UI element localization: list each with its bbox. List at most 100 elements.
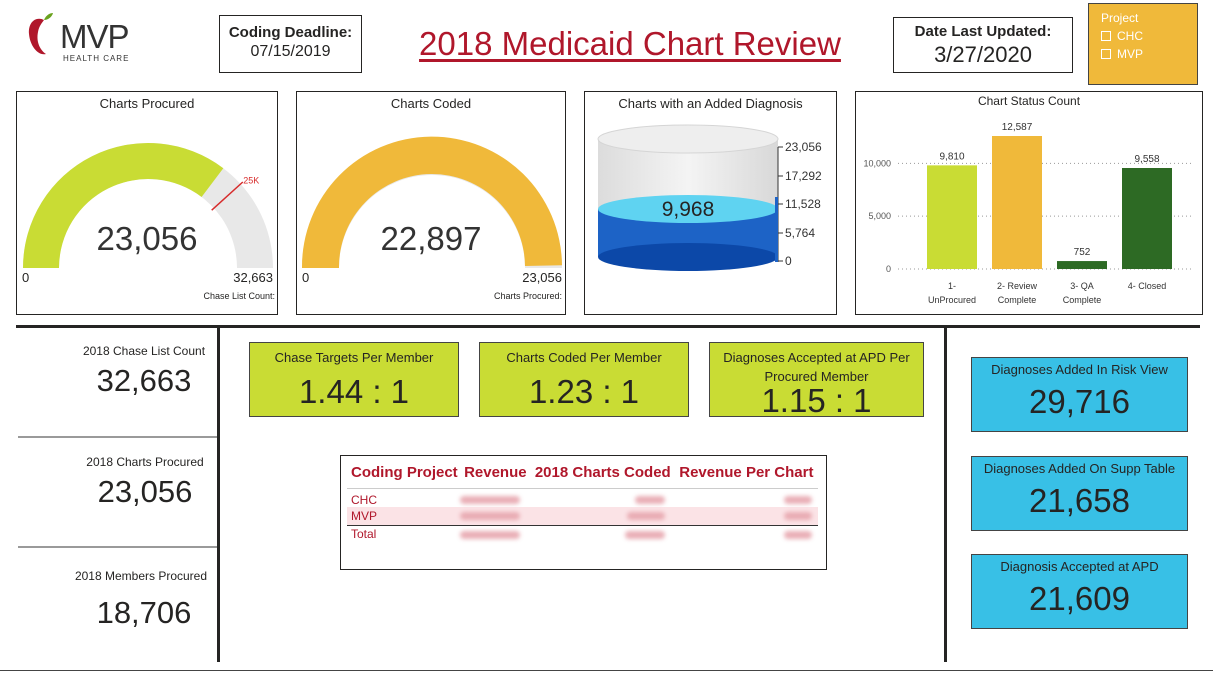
gauge-min-label: 0	[302, 270, 310, 285]
charts-procured-title: Charts Procured	[99, 96, 195, 111]
y-tick-label: 10,000	[863, 158, 891, 168]
chase-list-count-label: 2018 Chase List Count	[82, 344, 206, 358]
charts-procured-value: 23,056	[96, 220, 198, 257]
charts-procured-gauge-card: Charts Procured 25K 23,056 0 32,663 Chas…	[16, 91, 278, 315]
kpi-value: 1.15 : 1	[761, 382, 872, 419]
scale-label: 17,292	[785, 169, 822, 183]
chase-list-count-value: 32,663	[96, 363, 192, 398]
apple-logo-icon	[28, 13, 53, 55]
data-label: 752	[1074, 247, 1091, 258]
added-diagnosis-cylinder-card: Charts with an Added Diagnosis 23,056 17…	[584, 91, 837, 315]
coding-deadline-label: Coding Deadline:	[228, 24, 353, 41]
diagnoses-risk-view-card: Diagnoses Added In Risk View 29,716	[971, 357, 1188, 432]
table-header[interactable]: Revenue Per Chart	[679, 464, 814, 481]
table-cell: MVP	[351, 508, 378, 523]
x-tick-label: 3- QA	[1070, 281, 1094, 291]
bar	[1057, 261, 1107, 269]
diagnoses-accepted-per-member-card: Diagnoses Accepted at APD Per Procured M…	[709, 342, 924, 419]
charts-coded-value: 22,897	[380, 220, 482, 257]
table-row: CHC	[347, 489, 818, 508]
project-option-label: CHC	[1117, 29, 1143, 43]
gauge-min-label: 0	[22, 270, 30, 285]
cylinder-scale-indicator	[775, 197, 778, 262]
charts-procured-gauge: 25K	[22, 142, 273, 268]
table-header[interactable]: Revenue	[464, 464, 527, 481]
x-tick-label: 1-	[948, 281, 956, 291]
redacted-cell	[531, 507, 675, 525]
cylinder-value: 9,968	[661, 198, 715, 221]
redacted-cell	[675, 525, 818, 543]
scale-label: 23,056	[785, 140, 822, 154]
redacted-cell	[460, 489, 531, 508]
project-option-chc[interactable]: CHC	[1101, 29, 1143, 43]
added-diagnosis-title: Charts with an Added Diagnosis	[618, 96, 803, 111]
cylinder-scale-ticks	[778, 146, 783, 262]
table-header[interactable]: Coding Project	[351, 464, 458, 481]
diagnosis-accepted-apd-card: Diagnosis Accepted at APD 21,609	[971, 554, 1188, 629]
redacted-cell	[531, 525, 675, 543]
gauge-fill	[22, 142, 224, 268]
x-tick-label: UnProcured	[928, 295, 976, 305]
data-label: 12,587	[1002, 122, 1033, 133]
checkbox-icon[interactable]	[1101, 31, 1111, 41]
table-header[interactable]: 2018 Charts Coded	[534, 464, 671, 481]
coding-deadline-card: Coding Deadline: 07/15/2019	[219, 15, 362, 73]
cylinder-top	[597, 124, 779, 154]
left-stat-divider	[18, 436, 217, 438]
data-label: 9,810	[939, 151, 964, 162]
gauge-sublabel: Charts Procured:	[493, 291, 562, 301]
chart-status-title: Chart Status Count	[977, 94, 1081, 108]
table-row: Total	[347, 525, 818, 543]
kpi-label: Diagnosis Accepted at APD	[1000, 559, 1159, 574]
kpi-value: 1.44 : 1	[298, 373, 410, 410]
y-tick-label: 5,000	[868, 211, 891, 221]
section-divider	[16, 325, 1200, 328]
date-updated-card: Date Last Updated: 3/27/2020	[893, 17, 1073, 73]
kpi-label: Diagnoses Added In Risk View	[991, 362, 1168, 377]
scale-label: 0	[785, 254, 792, 268]
chart-status-bar-chart: 0 5,000 10,000 9,810 1- UnProcured 12,587 2- Re…	[863, 122, 1194, 305]
scale-label: 11,528	[785, 197, 821, 211]
bar	[992, 136, 1042, 269]
charts-procured-label: 2018 Charts Procured	[86, 455, 204, 469]
left-column-divider	[217, 327, 220, 662]
kpi-label: Diagnoses Accepted at APD Per Procured M…	[723, 350, 910, 384]
kpi-label: Diagnoses Added On Supp Table	[983, 461, 1176, 476]
table-cell: CHC	[351, 492, 377, 507]
gauge-fill	[301, 136, 562, 268]
gauge-max-label: 32,663	[233, 270, 273, 285]
redacted-cell	[675, 489, 818, 508]
kpi-value: 1.23 : 1	[528, 373, 640, 410]
page-title: 2018 Medicaid Chart Review	[419, 25, 841, 62]
revenue-table-card: Coding Project Revenue 2018 Charts Coded…	[340, 455, 827, 570]
table-row: MVP	[347, 507, 818, 525]
x-tick-label: Complete	[998, 295, 1037, 305]
redacted-cell	[460, 525, 531, 543]
charts-coded-per-member-card: Charts Coded Per Member 1.23 : 1	[479, 342, 689, 417]
date-updated-value: 3/27/2020	[934, 42, 1032, 67]
charts-coded-gauge	[301, 136, 562, 268]
gauge-max-label: 23,056	[522, 270, 562, 285]
project-option-mvp[interactable]: MVP	[1101, 47, 1143, 61]
logo: MVP HEALTH CARE	[26, 10, 146, 65]
redacted-cell	[460, 507, 531, 525]
data-label: 9,558	[1134, 154, 1159, 165]
chase-targets-per-member-card: Chase Targets Per Member 1.44 : 1	[249, 342, 459, 417]
x-tick-label: 4- Closed	[1128, 281, 1167, 291]
kpi-value: 21,609	[1029, 580, 1130, 617]
revenue-table: Coding Project Revenue 2018 Charts Coded…	[347, 462, 818, 543]
redacted-cell	[675, 507, 818, 525]
bar	[927, 165, 977, 269]
checkbox-icon[interactable]	[1101, 49, 1111, 59]
cylinder-bottom	[598, 243, 778, 271]
members-procured-label: 2018 Members Procured	[74, 569, 208, 583]
logo-brand: MVP	[60, 18, 130, 55]
project-filter: Project CHC MVP	[1088, 3, 1198, 85]
charts-procured-stat-value: 23,056	[97, 474, 193, 509]
y-tick-label: 0	[886, 264, 891, 274]
kpi-value: 21,658	[1029, 482, 1130, 519]
members-procured-value: 18,706	[96, 595, 192, 630]
right-column-divider	[944, 327, 947, 662]
bar	[1122, 168, 1172, 269]
coding-deadline-value: 07/15/2019	[250, 43, 331, 60]
